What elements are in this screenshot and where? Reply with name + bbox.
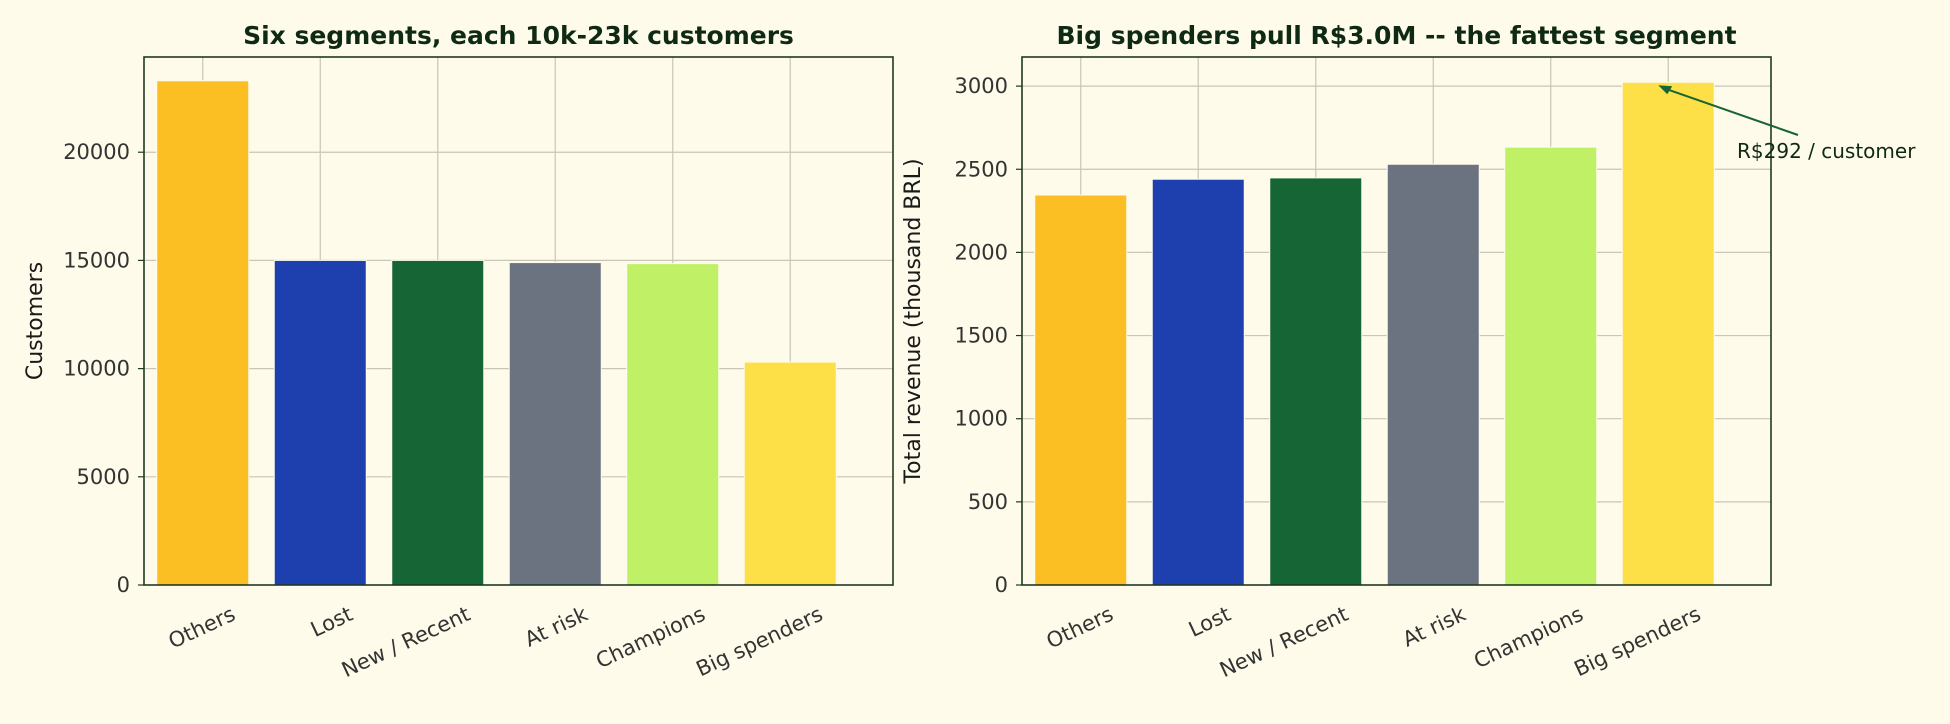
y-tick-label: 2500	[955, 157, 1008, 181]
bar-others	[156, 80, 250, 586]
annotation-text: R$292 / customer	[1737, 139, 1916, 163]
x-tick-label-at-risk: At risk	[521, 601, 592, 651]
bar-champions	[1504, 146, 1598, 586]
x-tick-label-lost: Lost	[1185, 602, 1234, 642]
y-tick-label: 20000	[63, 140, 130, 164]
bar-lost	[273, 259, 367, 586]
y-tick-label: 0	[995, 573, 1008, 597]
y-tick-label: 3000	[955, 74, 1008, 98]
x-tick-label-champions: Champions	[1470, 602, 1587, 673]
bar-new-recent	[1269, 177, 1363, 586]
bar-big-spenders	[1621, 81, 1715, 586]
y-tick-label: 10000	[63, 357, 130, 381]
x-tick-label-new-recent: New / Recent	[338, 602, 474, 682]
x-tick-label-others: Others	[165, 602, 239, 654]
chart-title: Big spenders pull R$3.0M -- the fattest …	[1056, 21, 1736, 50]
chart-customers-by-segment: Six segments, each 10k-23k customers 0 500…	[23, 21, 894, 682]
plot-frame	[143, 56, 894, 586]
y-tick-label: 1000	[955, 407, 1008, 431]
x-tick-label-new-recent: New / Recent	[1216, 602, 1352, 682]
x-tick-label-at-risk: At risk	[1399, 601, 1470, 651]
x-tick-label-lost: Lost	[307, 602, 356, 642]
y-tick-label: 1500	[955, 324, 1008, 348]
y-tick-label: 500	[968, 490, 1008, 514]
y-axis-label: Total revenue (thousand BRL)	[901, 158, 926, 484]
x-tick-label-big-spenders: Big spenders	[1570, 602, 1704, 681]
annotation-arrowhead	[1658, 85, 1673, 95]
x-tick-label-big-spenders: Big spenders	[692, 602, 826, 681]
chart-title: Six segments, each 10k-23k customers	[243, 21, 794, 50]
y-tick-label: 5000	[77, 465, 130, 489]
x-tick-label-others: Others	[1043, 602, 1117, 654]
plot-frame	[1021, 56, 1772, 586]
bar-new-recent	[391, 259, 485, 586]
y-tick-label: 15000	[63, 248, 130, 272]
bar-others	[1034, 194, 1128, 586]
bar-lost	[1151, 178, 1245, 586]
bar-at-risk	[508, 262, 602, 586]
y-tick-label: 0	[117, 573, 130, 597]
bar-champions	[626, 263, 720, 586]
bar-at-risk	[1386, 163, 1480, 586]
x-tick-label-champions: Champions	[592, 602, 709, 673]
y-tick-label: 2000	[955, 240, 1008, 264]
chart-revenue-by-segment: Big spenders pull R$3.0M -- the fattest …	[901, 21, 1916, 682]
bar-big-spenders	[743, 361, 837, 586]
y-axis-label: Customers	[23, 262, 48, 380]
annotation-arrow-line	[1663, 87, 1799, 136]
